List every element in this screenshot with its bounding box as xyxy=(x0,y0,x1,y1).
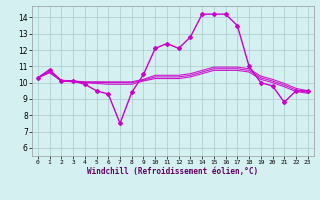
X-axis label: Windchill (Refroidissement éolien,°C): Windchill (Refroidissement éolien,°C) xyxy=(87,167,258,176)
